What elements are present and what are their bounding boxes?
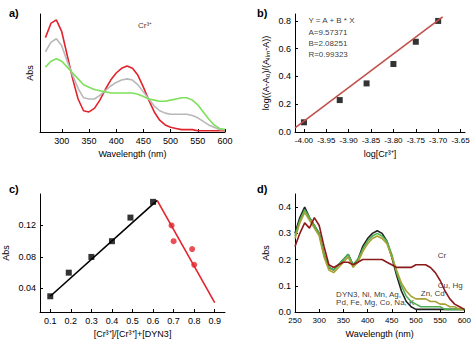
svg-text:0.08: 0.08 [18,252,36,262]
svg-text:300: 300 [54,136,69,146]
svg-text:B=2.08251: B=2.08251 [308,39,347,48]
svg-text:-3.65: -3.65 [451,136,470,145]
svg-text:Pd, Fe, Mg, Co, Na, K: Pd, Fe, Mg, Co, Na, K [336,298,415,307]
svg-text:-3.95: -3.95 [317,136,336,145]
svg-text:a): a) [9,7,19,19]
svg-text:-3.85: -3.85 [362,136,381,145]
svg-text:log((A-A₀)/(Aₗᵢₘ-A)): log((A-A₀)/(Aₗᵢₘ-A)) [261,36,271,111]
svg-text:0.0: 0.0 [278,307,291,317]
svg-text:Abs: Abs [25,65,35,81]
svg-text:0.6: 0.6 [278,44,291,54]
svg-text:400: 400 [361,316,375,325]
svg-text:0.4: 0.4 [278,202,291,212]
svg-text:0.04: 0.04 [18,283,36,293]
svg-text:0.9: 0.9 [208,316,221,326]
svg-text:450: 450 [136,136,151,146]
svg-text:-3.70: -3.70 [429,136,448,145]
svg-text:-3.75: -3.75 [407,136,426,145]
svg-text:Cu, Hg: Cu, Hg [437,281,463,291]
svg-text:d): d) [257,183,268,195]
svg-text:600: 600 [217,136,232,146]
svg-text:0.6: 0.6 [147,316,160,326]
svg-text:0.2: 0.2 [278,255,291,265]
svg-text:A=9.57371: A=9.57371 [308,28,347,37]
svg-text:250: 250 [288,316,302,325]
svg-text:Y = A + B * X: Y = A + B * X [308,16,355,25]
svg-text:400: 400 [109,136,124,146]
svg-text:0.8: 0.8 [188,316,201,326]
svg-text:500: 500 [409,316,423,325]
svg-text:[Cr³⁺]/[Cr³⁺]+[DYN3]: [Cr³⁺]/[Cr³⁺]+[DYN3] [94,329,172,339]
svg-text:0.0: 0.0 [278,127,291,137]
svg-text:0.5: 0.5 [126,316,139,326]
svg-text:350: 350 [81,136,96,146]
svg-text:c): c) [9,183,19,195]
svg-text:Abs: Abs [261,245,271,261]
svg-text:0.2: 0.2 [278,99,291,109]
svg-text:350: 350 [337,316,351,325]
svg-text:-3.90: -3.90 [340,136,359,145]
svg-text:0.12: 0.12 [18,220,36,230]
svg-text:0.3: 0.3 [85,316,98,326]
svg-text:600: 600 [458,316,472,325]
svg-text:550: 550 [190,136,205,146]
svg-text:0.1: 0.1 [278,281,291,291]
svg-text:R=0.99323: R=0.99323 [308,50,348,59]
svg-text:-4.00: -4.00 [295,136,314,145]
svg-text:0.4: 0.4 [106,316,119,326]
svg-text:550: 550 [433,316,447,325]
svg-text:0.2: 0.2 [65,316,78,326]
svg-text:Cr: Cr [438,251,447,260]
svg-text:0.7: 0.7 [167,316,180,326]
svg-text:log[Cr³⁺]: log[Cr³⁺] [364,149,397,159]
svg-text:0.8: 0.8 [278,16,291,26]
svg-text:450: 450 [385,316,399,325]
svg-text:Zn, Cd: Zn, Cd [421,289,445,298]
svg-text:Abs: Abs [1,245,11,261]
svg-text:0.1: 0.1 [44,316,57,326]
svg-text:-3.80: -3.80 [384,136,403,145]
svg-text:500: 500 [163,136,178,146]
svg-text:Wavelength (nm): Wavelength (nm) [98,149,166,159]
svg-text:Cr³⁺: Cr³⁺ [138,21,152,30]
svg-text:0.4: 0.4 [278,71,291,81]
svg-text:300: 300 [313,316,327,325]
svg-text:0.3: 0.3 [278,228,291,238]
svg-text:DYN3, Ni, Mn, Ag,: DYN3, Ni, Mn, Ag, [336,290,401,300]
svg-text:Wavelength (nm): Wavelength (nm) [346,329,414,339]
svg-text:b): b) [257,7,268,19]
